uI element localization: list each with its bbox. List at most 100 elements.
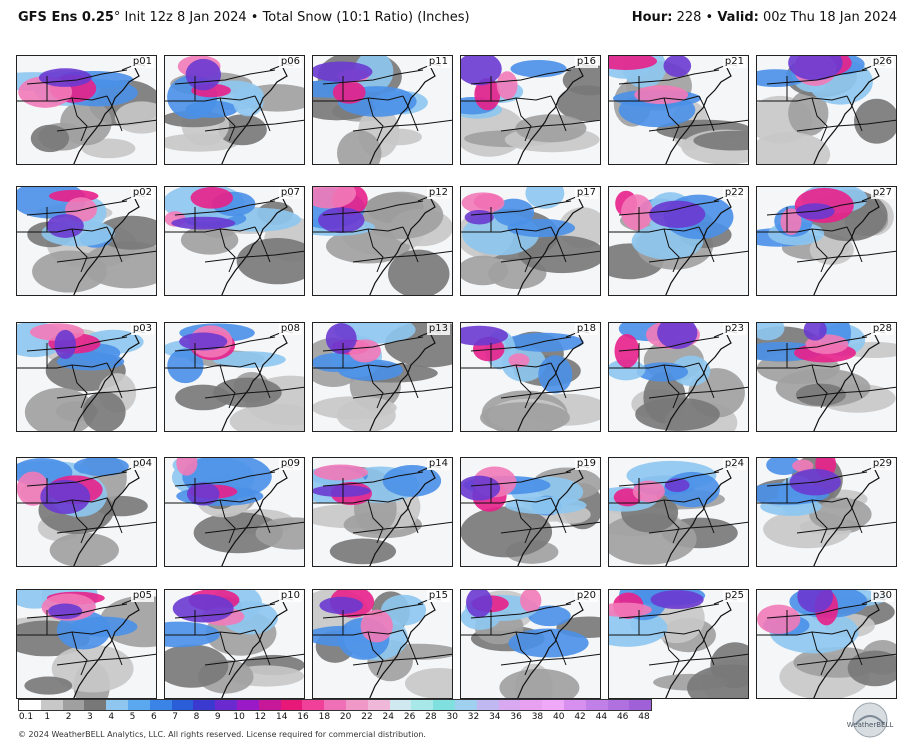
state-border xyxy=(470,69,572,85)
snow-contour xyxy=(520,590,542,613)
coastline xyxy=(73,198,140,295)
state-border xyxy=(846,95,863,132)
snow-contour xyxy=(788,56,843,81)
ensemble-map-panel: p24 xyxy=(608,457,749,567)
state-border xyxy=(71,228,88,273)
state-border xyxy=(352,653,452,666)
state-border xyxy=(550,95,567,132)
snow-contour xyxy=(797,590,834,613)
snow-contour xyxy=(179,332,228,351)
snow-contour xyxy=(172,594,234,623)
snow-contour xyxy=(48,603,83,620)
state-border xyxy=(663,97,680,142)
colorbar-tick-label: 34 xyxy=(489,712,501,722)
state-border xyxy=(174,200,276,216)
coastline xyxy=(221,198,288,295)
ensemble-map-panel: p15 xyxy=(312,589,453,699)
ensemble-panel-grid: p01 p06 p11 p16 p21 p26 p02 p07 p12 p17 p22 p27 p03 p… xyxy=(16,55,900,699)
coastline xyxy=(369,469,436,566)
weatherbell-logo: WeatherBELL xyxy=(847,702,894,738)
coastline xyxy=(369,334,436,431)
valid-value: 00z Thu 18 Jan 2024 xyxy=(758,10,897,25)
state-border xyxy=(500,521,600,534)
state-border xyxy=(470,471,572,487)
snow-contour xyxy=(337,359,403,381)
coastline xyxy=(221,601,288,698)
colorbar-tick-label: 36 xyxy=(510,712,522,722)
snow-contour xyxy=(464,209,494,225)
state-border xyxy=(663,499,680,544)
colorbar-tick-label: 44 xyxy=(595,712,608,722)
member-label: p08 xyxy=(278,323,302,335)
colorbar-tick-label: 28 xyxy=(425,712,437,722)
member-label: p04 xyxy=(130,458,154,470)
member-label: p23 xyxy=(722,323,746,335)
member-label: p06 xyxy=(278,56,302,68)
snow-contour xyxy=(190,187,234,209)
snow-contour xyxy=(466,590,493,618)
coastline xyxy=(813,67,880,164)
state-border xyxy=(254,497,271,534)
snowfall-map xyxy=(17,590,156,698)
state-border xyxy=(106,362,123,399)
state-border xyxy=(515,97,532,142)
colorbar-swatch xyxy=(236,700,259,710)
copyright-text: © 2024 WeatherBELL Analytics, LLC. All r… xyxy=(18,730,426,739)
snow-contour xyxy=(635,397,720,431)
colorbar-swatch xyxy=(324,700,346,710)
colorbar-tick-label: 40 xyxy=(553,712,565,722)
product-name: Total Snow (10:1 Ratio) (Inches) xyxy=(262,10,470,25)
member-label: p19 xyxy=(574,458,598,470)
colorbar-tick-label: 48 xyxy=(638,712,650,722)
state-border xyxy=(698,362,715,399)
member-label: p28 xyxy=(870,323,894,335)
state-border xyxy=(219,228,236,273)
ensemble-map-panel: p06 xyxy=(164,55,305,165)
snow-contour xyxy=(649,200,706,228)
state-border xyxy=(796,653,896,666)
ensemble-map-panel: p08 xyxy=(164,322,305,432)
snow-contour xyxy=(461,475,501,501)
state-border xyxy=(56,250,156,263)
snow-contour xyxy=(186,482,220,506)
state-border xyxy=(846,497,863,534)
state-border xyxy=(796,250,896,263)
ensemble-map-panel: p14 xyxy=(312,457,453,567)
snow-contour xyxy=(788,90,829,137)
member-label: p17 xyxy=(574,187,598,199)
map-title: GFS Ens 0.25° Init 12z 8 Jan 2024 • Tota… xyxy=(18,10,470,25)
colorbar-swatch xyxy=(520,700,543,710)
state-border xyxy=(204,653,304,666)
snow-contour xyxy=(504,332,584,352)
state-border xyxy=(811,228,828,273)
snow-contour xyxy=(24,676,73,695)
coastline xyxy=(221,67,288,164)
state-border xyxy=(174,471,276,487)
snow-contour xyxy=(24,387,96,431)
snow-contour xyxy=(609,359,646,381)
snowfall-map xyxy=(165,56,304,164)
snow-contour xyxy=(404,667,452,698)
state-border xyxy=(500,386,600,399)
ensemble-map-panel: p25 xyxy=(608,589,749,699)
state-border xyxy=(204,521,304,534)
state-border xyxy=(648,250,748,263)
coastline xyxy=(665,601,732,698)
state-border xyxy=(219,97,236,142)
state-border xyxy=(766,471,868,487)
snow-contour xyxy=(40,479,91,515)
colorbar-tick-label: 9 xyxy=(214,712,221,722)
state-border xyxy=(322,471,424,487)
state-border xyxy=(811,499,828,544)
snowfall-map xyxy=(17,323,156,431)
snow-contour xyxy=(809,497,872,531)
colorbar-swatch xyxy=(149,700,172,710)
snow-contour xyxy=(663,56,692,77)
coastline xyxy=(517,469,584,566)
logo-text: WeatherBELL xyxy=(847,721,894,729)
colorbar-swatch xyxy=(62,700,85,710)
colorbar-tick-label: 12 xyxy=(254,712,267,722)
snow-contour xyxy=(165,621,220,648)
member-label: p16 xyxy=(574,56,598,68)
snow-contour xyxy=(809,234,854,265)
